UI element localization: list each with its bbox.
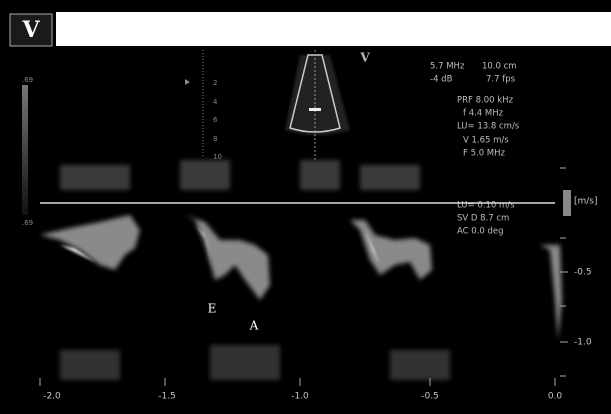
gain-label: .69: [22, 76, 33, 84]
parameter: AC 0.0 deg: [457, 227, 504, 237]
time-label: 0.0: [548, 392, 563, 402]
time-label: -1.5: [158, 392, 176, 402]
parameter: LU= 13.8 cm/s: [457, 122, 520, 132]
title-bar: [56, 12, 611, 46]
gain-label: .69: [22, 219, 33, 227]
parameter: PRF 8.00 kHz: [457, 96, 514, 106]
gain-bar: [22, 85, 28, 215]
parameter: LU= 0.10 m/s: [457, 201, 515, 211]
depth-label: 4: [213, 98, 218, 106]
sample-volume: [309, 108, 321, 111]
ultrasound-screen: V .69 .69 2 4 6 8 10 V 5.7 MHz 10.0 cm -…: [0, 0, 611, 414]
logo: V: [21, 17, 40, 43]
parameter: 7.7 fps: [486, 75, 516, 85]
velocity-unit: [m/s]: [574, 197, 598, 207]
baseline-marker: [563, 190, 571, 216]
parameter: F 5.0 MHz: [463, 149, 506, 159]
depth-label: 6: [213, 116, 218, 124]
velocity-label: -1.0: [574, 338, 592, 348]
annotation: E: [208, 302, 217, 316]
spectrum-low: [60, 345, 450, 380]
parameter: f 4.4 MHz: [463, 109, 504, 119]
depth-label: 8: [213, 135, 217, 143]
annotation: A: [249, 319, 259, 333]
parameter: 10.0 cm: [482, 62, 517, 72]
depth-label: 2: [213, 79, 217, 87]
parameter: -4 dB: [430, 75, 453, 85]
time-label: -1.0: [291, 392, 309, 402]
parameter: 5.7 MHz: [430, 62, 465, 72]
parameter: V 1.65 m/s: [463, 136, 509, 146]
probe-marker: V: [359, 51, 370, 65]
time-label: -0.5: [421, 392, 439, 402]
parameter: SV D 8.7 cm: [457, 214, 509, 224]
time-label: -2.0: [43, 392, 61, 402]
velocity-label: -0.5: [574, 268, 592, 278]
depth-label: 10: [213, 153, 222, 161]
